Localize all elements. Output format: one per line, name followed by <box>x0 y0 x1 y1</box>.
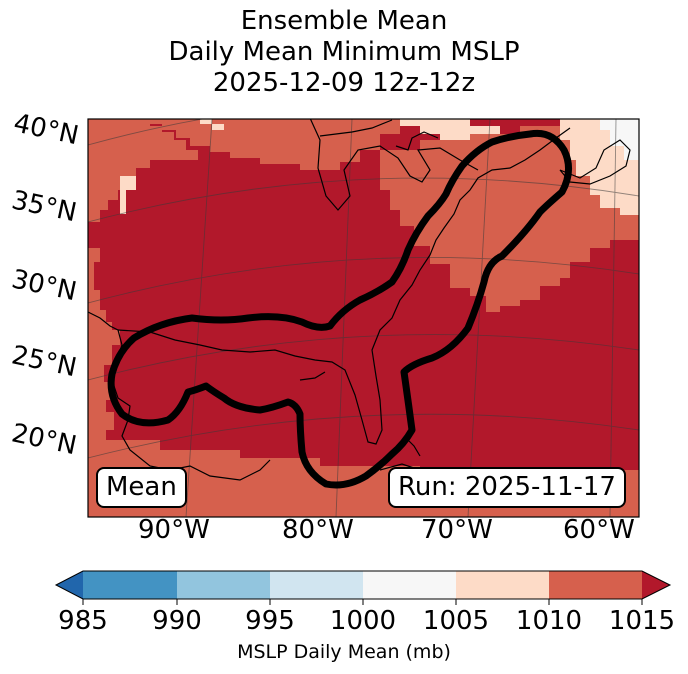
title-line-1: Ensemble Mean <box>240 6 448 36</box>
run-date-label: Run: 2025-11-17 <box>388 467 626 508</box>
mslp-contour <box>107 129 572 489</box>
colorbar-995-1000 <box>270 571 363 599</box>
colorbar-1005-1010 <box>456 571 549 599</box>
lon-label-70: 70°W <box>421 515 493 545</box>
lon-label-60: 60°W <box>563 515 635 545</box>
colorbar-tick-995: 995 <box>245 606 295 636</box>
colorbar <box>54 570 672 605</box>
title-line-2: Daily Mean Minimum MSLP <box>168 37 520 67</box>
colorbar-over-arrow <box>642 571 670 599</box>
colorbar-990-995 <box>177 571 270 599</box>
colorbar-tick-1000: 1000 <box>329 606 397 636</box>
colorbar-1010-1015 <box>549 571 642 599</box>
colorbar-tick-990: 990 <box>152 606 202 636</box>
colorbar-tick-1010: 1010 <box>515 606 583 636</box>
colorbar-tick-985: 985 <box>58 606 108 636</box>
colorbar-tick-1015: 1015 <box>608 606 676 636</box>
colorbar-under-arrow <box>56 571 83 599</box>
colorbar-985-990 <box>83 571 177 599</box>
mean-label: Mean <box>96 467 187 508</box>
map-frame <box>87 118 640 518</box>
colorbar-1000-1005 <box>363 571 456 599</box>
title-line-3: 2025-12-09 12z-12z <box>212 68 476 98</box>
lon-label-90: 90°W <box>138 515 210 545</box>
lon-label-80: 80°W <box>282 515 354 545</box>
colorbar-title: MSLP Daily Mean (mb) <box>237 641 451 663</box>
colorbar-tick-1005: 1005 <box>422 606 490 636</box>
graticule <box>88 119 639 517</box>
